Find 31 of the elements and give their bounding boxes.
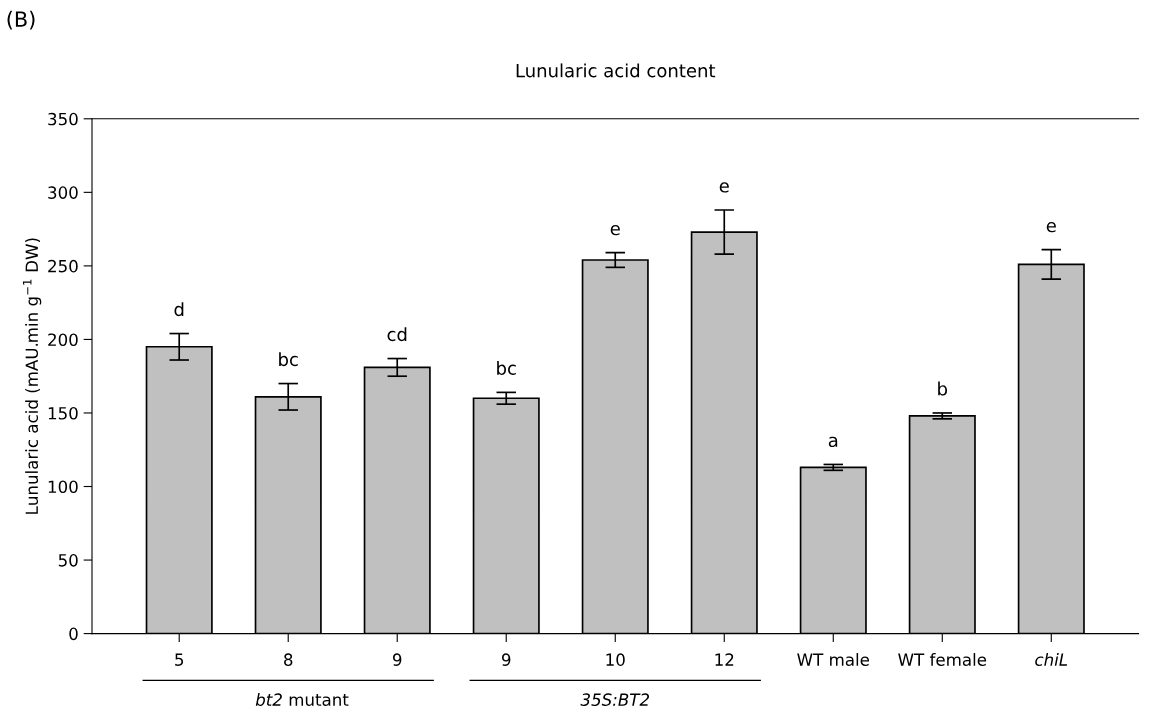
- y-tick-label: 250: [48, 259, 78, 273]
- x-tick-label: 5: [175, 653, 184, 666]
- data-label: a: [828, 436, 838, 448]
- x-tick-label: WT female: [898, 653, 987, 666]
- data-label: bc: [497, 361, 516, 375]
- data-label: e: [719, 182, 729, 193]
- text: bt2 mutant: [255, 693, 349, 706]
- x-tick-label: 12: [715, 653, 734, 666]
- y-tick-label: 150: [48, 406, 78, 420]
- y-tick-label: 350: [48, 112, 78, 126]
- data-label: e: [1046, 221, 1056, 233]
- x-tick-label: 10: [606, 653, 625, 666]
- x-tick-label: 9: [501, 653, 511, 666]
- x-tick-label: WT male: [797, 653, 870, 666]
- data-label: d: [174, 302, 184, 317]
- y-tick-label: 300: [48, 186, 78, 199]
- text: (B): [7, 10, 35, 30]
- chart-title: Lunularic acid content: [516, 63, 716, 78]
- y-tick-label: 200: [48, 333, 78, 346]
- data-label: b: [938, 381, 948, 396]
- data-label: e: [610, 224, 620, 236]
- y-tick-label: 0: [69, 627, 78, 641]
- y-axis-title: Lunularic acid (mAU.min g$^{−1}$ DW): [22, 238, 42, 514]
- x-tick-label: chiL: [1035, 653, 1068, 666]
- data-label: cd: [387, 327, 407, 342]
- x-tick-label: 8: [284, 653, 293, 666]
- y-tick-label: 50: [58, 554, 78, 567]
- data-label: bc: [279, 352, 298, 367]
- x-tick-label: 9: [392, 653, 402, 666]
- text: 35S:BT2: [580, 693, 650, 706]
- y-tick-label: 100: [48, 480, 78, 494]
